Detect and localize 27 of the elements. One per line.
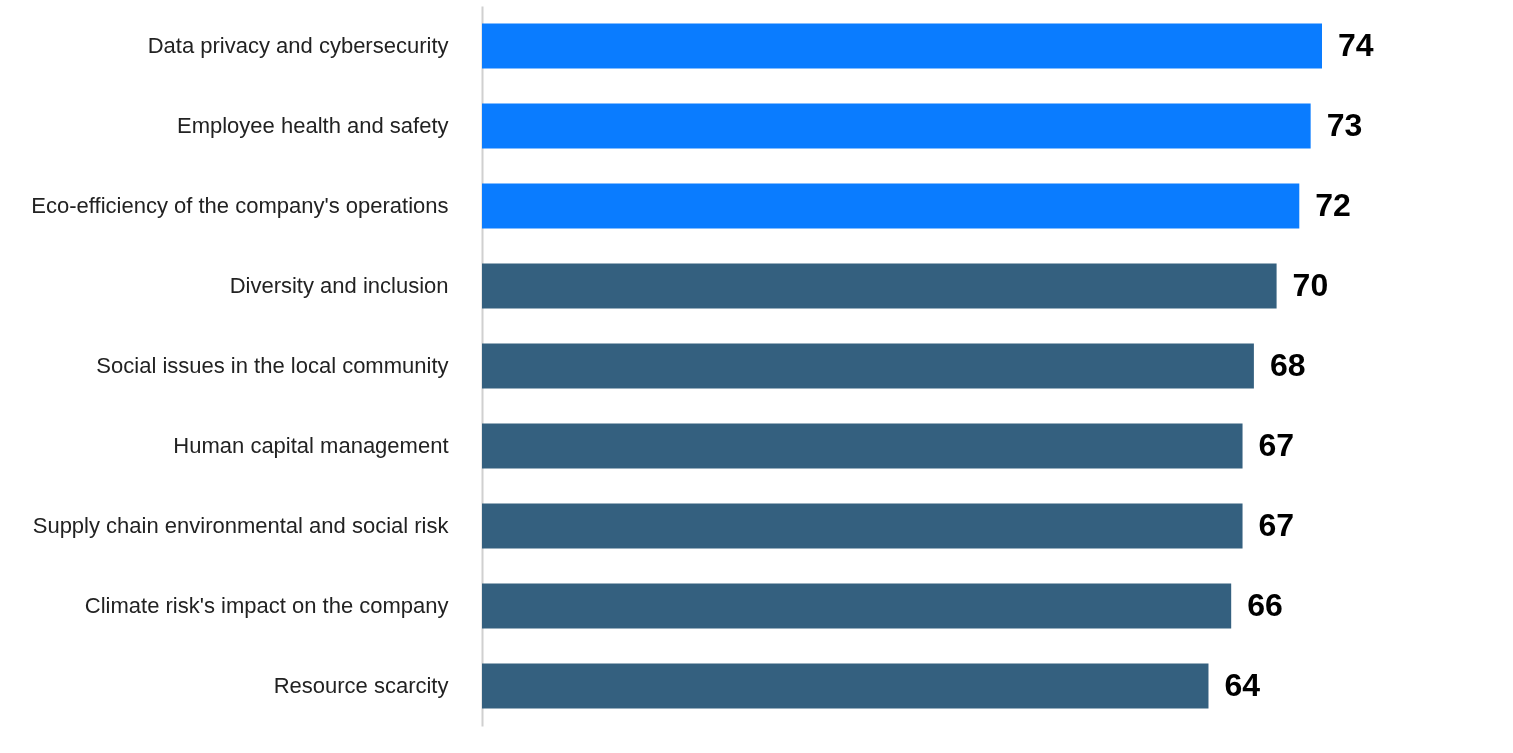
data-label: 72: [1315, 187, 1351, 223]
y-tick-label: Data privacy and cybersecurity: [147, 33, 449, 58]
data-label: 67: [1258, 507, 1295, 543]
bar: [482, 343, 1254, 389]
data-label: 68: [1269, 347, 1306, 383]
bar: [482, 663, 1209, 709]
data-label: 70: [1292, 267, 1329, 303]
bar: [482, 423, 1243, 469]
data-label: 67: [1258, 427, 1295, 463]
y-tick-label: Resource scarcity: [273, 673, 449, 698]
y-tick-label: Diversity and inclusion: [229, 273, 449, 298]
y-tick-label: Climate risk's impact on the company: [84, 593, 449, 618]
y-tick-label: Eco-efficiency of the company's operations: [31, 193, 449, 218]
bar: [482, 503, 1243, 549]
data-label: 66: [1247, 587, 1283, 623]
y-tick-label: Social issues in the local community: [96, 353, 449, 378]
y-tick-label: Human capital management: [173, 433, 449, 458]
data-label: 74: [1338, 27, 1374, 63]
bar: [482, 183, 1300, 229]
data-label: 73: [1326, 107, 1363, 143]
bar: [482, 23, 1322, 69]
data-label: 64: [1224, 667, 1261, 703]
y-tick-label: Employee health and safety: [176, 113, 449, 138]
bar: [482, 583, 1232, 629]
bar: [482, 263, 1277, 309]
bar: [482, 103, 1311, 149]
y-tick-label: Supply chain environmental and social risk: [32, 513, 450, 538]
